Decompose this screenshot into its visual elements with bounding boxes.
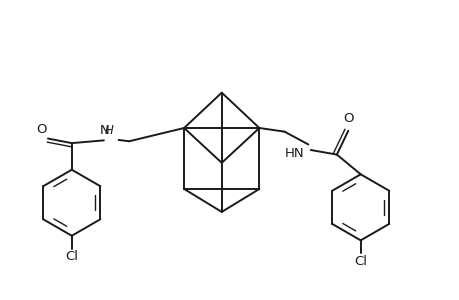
- Text: N: N: [100, 124, 109, 137]
- Text: H: H: [105, 124, 113, 137]
- Text: Cl: Cl: [353, 255, 366, 268]
- Text: O: O: [37, 123, 47, 136]
- Text: O: O: [342, 112, 353, 125]
- Text: HN: HN: [285, 147, 304, 160]
- Text: Cl: Cl: [65, 250, 78, 263]
